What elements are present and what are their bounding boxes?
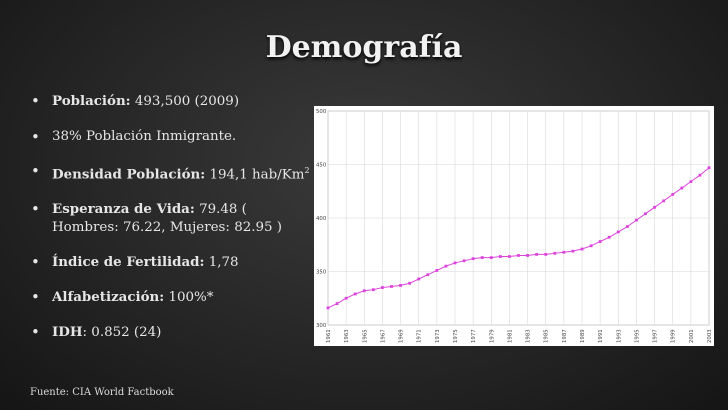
data-point — [644, 212, 647, 216]
data-point — [353, 292, 357, 296]
data-point — [544, 252, 548, 256]
bullet-label: Alfabetización: — [52, 289, 165, 306]
data-point — [508, 255, 511, 258]
data-point — [408, 281, 412, 285]
data-point — [444, 264, 448, 268]
bullet-idh: IDH: 0.852 (24) — [30, 323, 312, 342]
x-tick-label: 1979 — [489, 329, 495, 343]
data-point — [580, 247, 584, 251]
data-point — [598, 240, 602, 243]
data-point — [698, 173, 702, 177]
x-tick-label: 1975 — [453, 329, 459, 343]
x-tick-label: 1995 — [634, 329, 640, 343]
bullet-label: Esperanza de Vida: — [52, 201, 195, 218]
data-point — [471, 257, 475, 261]
data-point — [571, 249, 575, 253]
data-point — [680, 186, 684, 190]
y-tick-label: 350 — [316, 270, 327, 276]
x-tick-label: 1991 — [598, 329, 604, 343]
data-point — [489, 256, 493, 259]
x-tick-label: 1981 — [507, 329, 513, 343]
x-tick-label: 1967 — [380, 329, 386, 343]
data-point — [707, 166, 711, 170]
data-point — [381, 286, 384, 289]
y-tick-label: 450 — [316, 163, 327, 169]
x-tick-label: 1987 — [562, 329, 568, 343]
bullet-esperanza: Esperanza de Vida: 79.48 ( Hombres: 76.2… — [30, 200, 312, 237]
data-point — [607, 235, 611, 239]
bullet-sup: 2 — [304, 166, 310, 175]
data-point — [344, 296, 348, 300]
bullet-label: Población: — [52, 93, 131, 109]
x-tick-label: 1973 — [435, 329, 441, 343]
data-point — [335, 302, 339, 305]
slide-title: Demografía — [265, 30, 463, 65]
bullet-text: 194,1 hab/Km — [205, 167, 305, 183]
x-tick-label: 1965 — [362, 329, 368, 343]
y-tick-label: 500 — [316, 109, 327, 115]
data-point — [371, 288, 375, 292]
data-point — [362, 289, 366, 293]
x-tick-label: 1993 — [616, 329, 622, 343]
x-tick-label: 1961 — [326, 329, 332, 343]
data-point — [689, 180, 693, 184]
data-point — [653, 205, 656, 209]
x-tick-label: 1969 — [399, 329, 405, 343]
bullet-text: 1,78 — [204, 255, 239, 271]
data-point — [616, 230, 620, 234]
data-point — [517, 254, 520, 257]
data-point — [498, 255, 502, 258]
data-point — [526, 254, 529, 257]
data-point — [625, 225, 629, 228]
y-tick-label: 300 — [316, 323, 327, 329]
data-point — [635, 218, 638, 222]
data-point — [480, 256, 484, 259]
bullet-fertilidad: Índice de Fertilidad: 1,78 — [30, 253, 312, 272]
data-point — [453, 261, 457, 265]
population-chart: 300 350 400 450 500 1961 1963 1965 1967 1969 1971 1… — [314, 106, 714, 346]
data-point — [417, 277, 421, 281]
source-note: Fuente: CIA World Factbook — [30, 387, 174, 398]
data-point — [435, 269, 439, 272]
series-line — [327, 167, 710, 309]
data-point — [462, 259, 466, 263]
bullet-text: 100%* — [164, 290, 214, 306]
data-point — [399, 284, 402, 287]
bullet-densidad: Densidad Población: 194,1 hab/Km2 — [30, 162, 312, 184]
population-chart-svg: 300 350 400 450 500 1961 1963 1965 1967 1969 1971 1… — [316, 109, 713, 343]
bullet-alfabetizacion: Alfabetización: 100%* — [30, 288, 312, 307]
y-tick-label: 400 — [316, 216, 327, 222]
data-point — [535, 252, 539, 256]
x-tick-label: 1971 — [417, 329, 423, 343]
x-tick-label: 1989 — [580, 329, 586, 343]
x-tick-label: 1983 — [526, 329, 532, 343]
data-point — [562, 250, 566, 254]
x-tick-label: 1963 — [344, 329, 350, 343]
data-point — [662, 199, 666, 203]
data-point — [589, 244, 593, 248]
bullet-label: IDH — [52, 324, 83, 341]
data-point — [671, 193, 675, 196]
x-tick-label: 2001 — [689, 329, 695, 343]
data-point — [326, 306, 330, 310]
data-point — [426, 273, 430, 277]
bullet-inmigrante: 38% Población Inmigrante. — [30, 128, 312, 146]
data-point — [390, 285, 393, 288]
bullet-text: 493,500 (2009) — [130, 94, 240, 109]
x-tick-label: 1985 — [544, 329, 550, 343]
bullet-text: 38% Población Inmigrante. — [52, 129, 237, 144]
data-point — [553, 251, 557, 255]
x-tick-label: 1999 — [671, 329, 677, 343]
bullet-label: Densidad Población: — [52, 166, 206, 183]
bullet-text: : 0.852 (24) — [82, 325, 162, 341]
bullet-poblacion: Población: 493,500 (2009) — [30, 92, 312, 111]
x-tick-label: 1997 — [653, 329, 659, 343]
bullet-label: Índice de Fertilidad: — [52, 254, 205, 271]
facts-list: Población: 493,500 (2009) 38% Población … — [30, 92, 312, 342]
bullet-text: 79.48 ( Hombres: 76.22, Mujeres: 82.95 ) — [52, 202, 283, 236]
x-tick-label: 1977 — [471, 329, 477, 343]
x-tick-label: 2003 — [707, 329, 713, 343]
